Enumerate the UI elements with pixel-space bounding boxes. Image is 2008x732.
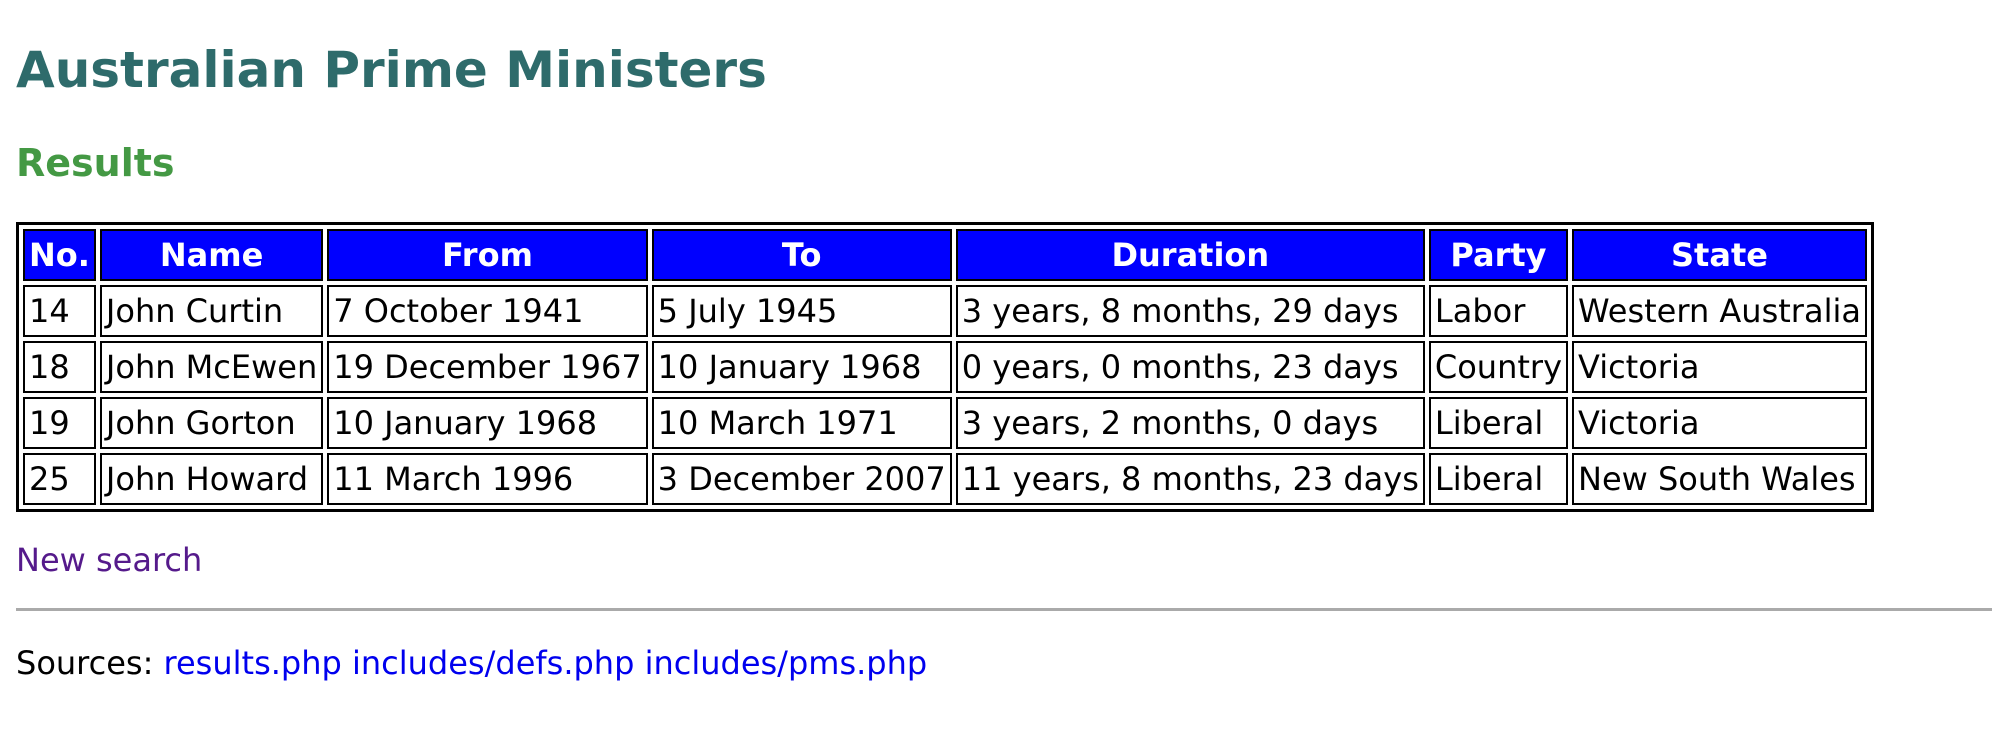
cell-duration: 3 years, 2 months, 0 days (955, 397, 1425, 449)
cell-state: Western Australia (1572, 285, 1867, 337)
cell-name: John Howard (99, 453, 324, 505)
cell-from: 11 March 1996 (327, 453, 648, 505)
cell-state: New South Wales (1572, 453, 1867, 505)
results-heading: Results (16, 141, 175, 185)
sources-line: Sources: results.php includes/defs.php i… (16, 643, 1992, 683)
column-header-to: To (651, 229, 952, 281)
table-row: 19 John Gorton 10 January 1968 10 March … (23, 397, 1867, 449)
cell-to: 5 July 1945 (651, 285, 952, 337)
cell-name: John McEwen (99, 341, 324, 393)
source-link-results[interactable]: results.php (163, 644, 342, 682)
sources-label: Sources: (16, 644, 154, 682)
cell-party: Liberal (1428, 453, 1568, 505)
cell-party: Country (1428, 341, 1568, 393)
source-link-pms[interactable]: includes/pms.php (644, 644, 928, 682)
cell-no: 18 (23, 341, 96, 393)
column-header-party: Party (1428, 229, 1568, 281)
cell-no: 25 (23, 453, 96, 505)
divider (16, 608, 1992, 611)
source-link-defs[interactable]: includes/defs.php (351, 644, 635, 682)
page-title: Australian Prime Ministers (16, 41, 767, 99)
cell-name: John Gorton (99, 397, 324, 449)
cell-state: Victoria (1572, 341, 1867, 393)
cell-from: 7 October 1941 (327, 285, 648, 337)
column-header-name: Name (99, 229, 324, 281)
column-header-state: State (1572, 229, 1867, 281)
cell-party: Labor (1428, 285, 1568, 337)
cell-state: Victoria (1572, 397, 1867, 449)
cell-from: 10 January 1968 (327, 397, 648, 449)
cell-name: John Curtin (99, 285, 324, 337)
column-header-no: No. (23, 229, 96, 281)
table-header-row: No. Name From To Duration Party State (23, 229, 1867, 281)
cell-duration: 11 years, 8 months, 23 days (955, 453, 1425, 505)
cell-no: 14 (23, 285, 96, 337)
cell-from: 19 December 1967 (327, 341, 648, 393)
cell-to: 3 December 2007 (651, 453, 952, 505)
column-header-duration: Duration (955, 229, 1425, 281)
column-header-from: From (327, 229, 648, 281)
cell-to: 10 March 1971 (651, 397, 952, 449)
cell-duration: 0 years, 0 months, 23 days (955, 341, 1425, 393)
cell-to: 10 January 1968 (651, 341, 952, 393)
page: Australian Prime Ministers Results No. N… (16, 41, 1992, 683)
table-row: 14 John Curtin 7 October 1941 5 July 194… (23, 285, 1867, 337)
results-table: No. Name From To Duration Party State 14… (16, 222, 1874, 512)
cell-no: 19 (23, 397, 96, 449)
table-row: 25 John Howard 11 March 1996 3 December … (23, 453, 1867, 505)
new-search-link[interactable]: New search (16, 541, 203, 579)
cell-duration: 3 years, 8 months, 29 days (955, 285, 1425, 337)
table-row: 18 John McEwen 19 December 1967 10 Janua… (23, 341, 1867, 393)
cell-party: Liberal (1428, 397, 1568, 449)
